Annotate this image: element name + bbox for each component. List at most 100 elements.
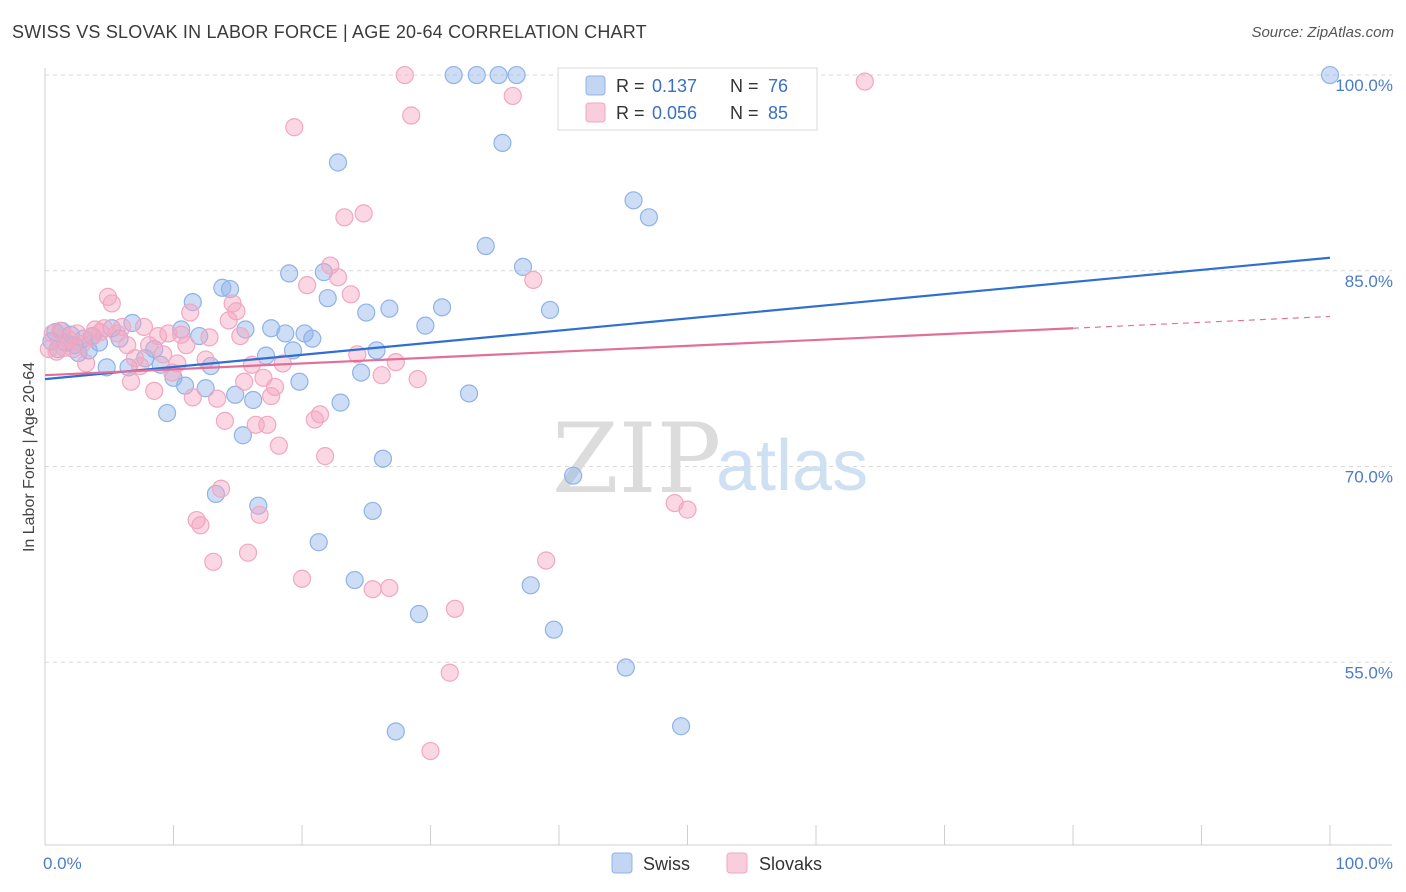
slovaks-point — [191, 516, 210, 535]
slovaks-r-label: R = — [616, 103, 645, 123]
swiss-point — [244, 390, 263, 410]
swiss-point — [444, 65, 463, 85]
series-legend: Swiss Slovaks — [611, 852, 822, 874]
slovaks-point — [310, 405, 330, 424]
slovaks-point — [395, 65, 414, 85]
swiss-point — [513, 257, 533, 276]
slovaks-point — [421, 741, 440, 761]
slovaks-point — [292, 569, 312, 588]
slovaks-trend-line — [44, 327, 1074, 377]
swiss-point — [544, 620, 563, 639]
swiss-point — [671, 717, 691, 736]
slovaks-point — [440, 663, 459, 682]
swiss-point — [624, 191, 643, 210]
swiss-stats-swatch — [585, 75, 606, 96]
swiss-point — [280, 264, 299, 283]
slovaks-point — [200, 328, 219, 347]
slovaks-point — [372, 366, 391, 385]
y-tick-label: 85.0% — [1345, 272, 1393, 291]
swiss-point — [367, 341, 386, 360]
slovaks-point — [211, 479, 231, 498]
swiss-point — [303, 329, 322, 348]
slovaks-point — [177, 336, 196, 355]
swiss-point — [220, 279, 240, 299]
swiss-point — [564, 466, 583, 485]
swiss-point — [276, 324, 295, 343]
stats-legend: R = 0.137 N = 76 R = 0.056 N = 85 — [557, 67, 818, 131]
swiss-point — [309, 533, 328, 552]
slovaks-point — [227, 302, 246, 321]
swiss-point — [616, 658, 635, 677]
swiss-point — [363, 501, 382, 521]
swiss-point — [328, 153, 348, 172]
swiss-point — [345, 570, 364, 590]
slovaks-point — [73, 334, 92, 353]
slovaks-point — [250, 505, 269, 524]
swiss-point — [432, 298, 452, 317]
trend-lines — [44, 256, 1331, 381]
y-tick-label: 100.0% — [1335, 76, 1393, 95]
slovaks-point — [537, 551, 556, 570]
slovaks-point — [181, 303, 200, 322]
swiss-point — [489, 65, 508, 85]
swiss-point — [318, 289, 337, 308]
slovaks-point — [341, 285, 360, 304]
swiss-point — [157, 403, 177, 423]
swiss-point — [380, 299, 399, 318]
swiss-point — [476, 236, 495, 256]
swiss-point — [521, 576, 540, 595]
swiss-legend-swatch — [611, 852, 633, 874]
y-tick-labels: 55.0% 70.0% 85.0% 100.0% — [1335, 76, 1393, 682]
grid-lines — [45, 74, 1392, 663]
swiss-point — [1320, 65, 1340, 85]
swiss-point — [639, 208, 659, 227]
swiss-point — [262, 319, 281, 338]
watermark: ZIP atlas — [552, 403, 868, 515]
swiss-point — [467, 65, 486, 85]
x-tick-labels: 0.0% 100.0% — [43, 854, 1393, 873]
slovaks-point — [363, 580, 382, 599]
swiss-r-value: 0.137 — [652, 76, 697, 96]
slovaks-point — [408, 370, 427, 389]
slovaks-point — [59, 329, 78, 348]
chart-title: SWISS VS SLOVAK IN LABOR FORCE | AGE 20-… — [12, 22, 647, 42]
swiss-n-value: 76 — [768, 76, 788, 96]
slovaks-point — [265, 377, 285, 397]
slovaks-legend-label: Slovaks — [759, 854, 822, 874]
swiss-point — [233, 426, 252, 445]
slovaks-r-value: 0.056 — [652, 103, 697, 123]
slovaks-point — [112, 317, 132, 337]
swiss-point — [459, 384, 479, 403]
slovaks-point — [215, 411, 234, 430]
slovaks-point — [503, 86, 522, 106]
swiss-point — [226, 385, 245, 404]
swiss-point — [507, 65, 526, 85]
slovaks-point — [269, 436, 288, 455]
swiss-point — [493, 133, 512, 153]
slovaks-point — [386, 353, 405, 372]
slovaks-legend-swatch — [726, 852, 748, 874]
swiss-legend-label: Swiss — [643, 854, 690, 874]
slovaks-n-label: N = — [730, 103, 759, 123]
swiss-point — [540, 300, 560, 320]
swiss-point — [373, 449, 393, 468]
slovaks-point — [219, 311, 238, 330]
swiss-point — [352, 363, 371, 382]
x-tick-label: 0.0% — [43, 854, 82, 873]
slovaks-point — [258, 415, 277, 434]
slovaks-point — [238, 543, 258, 562]
swiss-point — [123, 313, 142, 333]
swiss-r-label: R = — [616, 76, 645, 96]
slovaks-point — [335, 208, 354, 227]
slovaks-point — [316, 447, 335, 466]
slovaks-point — [148, 326, 168, 346]
swiss-point — [213, 278, 232, 297]
slovaks-point — [204, 552, 223, 571]
slovaks-point — [298, 276, 317, 295]
swiss-point — [357, 303, 376, 322]
swiss-trend-line — [44, 256, 1331, 381]
slovaks-trend-extension — [1072, 315, 1331, 329]
slovaks-point — [145, 381, 164, 400]
slovaks-point — [354, 204, 373, 223]
